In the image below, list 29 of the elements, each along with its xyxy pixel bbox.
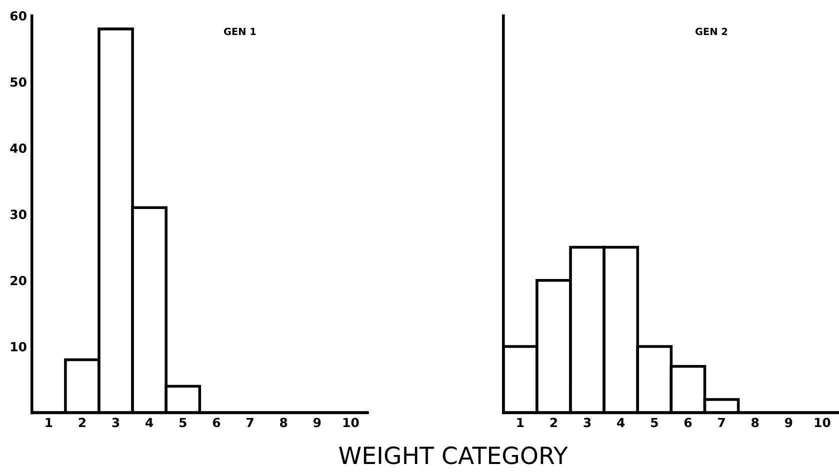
y-tick-label: 40 [10,144,26,153]
x-tick-label: 9 [313,418,321,428]
x-tick-label: 8 [752,418,759,428]
x-tick-label: 3 [112,418,120,428]
x-axis-title: WEIGHT CATEGORY [339,446,568,464]
y-tick-label: 50 [10,77,26,87]
text: GEN 1 [224,28,256,36]
x-tick-label: 8 [280,418,288,428]
x-tick-label: 6 [212,418,220,428]
x-tick-label: 5 [180,418,186,428]
y-tick-label: 30 [10,210,26,220]
x-tick-label: 10 [343,418,359,428]
x-tick-label: 2 [78,418,86,428]
x-tick-label: 5 [651,418,658,428]
x-tick-label: 4 [146,418,154,428]
x-tick-label: 2 [550,418,558,428]
x-tick-label: 7 [718,418,725,428]
x-tick-label: 3 [584,418,591,428]
y-tick-label: 10 [11,342,26,352]
x-tick-label: 7 [246,418,254,428]
y-tick-label: 20 [10,276,26,286]
x-tick-label: 1 [517,418,524,428]
x-tick-label: 10 [814,418,830,428]
x-tick-label: 1 [46,418,52,428]
x-tick-label: 4 [617,418,625,428]
text: GEN 2 [696,28,728,36]
x-tick-label: 9 [784,418,792,428]
y-tick-label: 60 [10,11,26,21]
x-tick-label: 6 [684,418,692,428]
